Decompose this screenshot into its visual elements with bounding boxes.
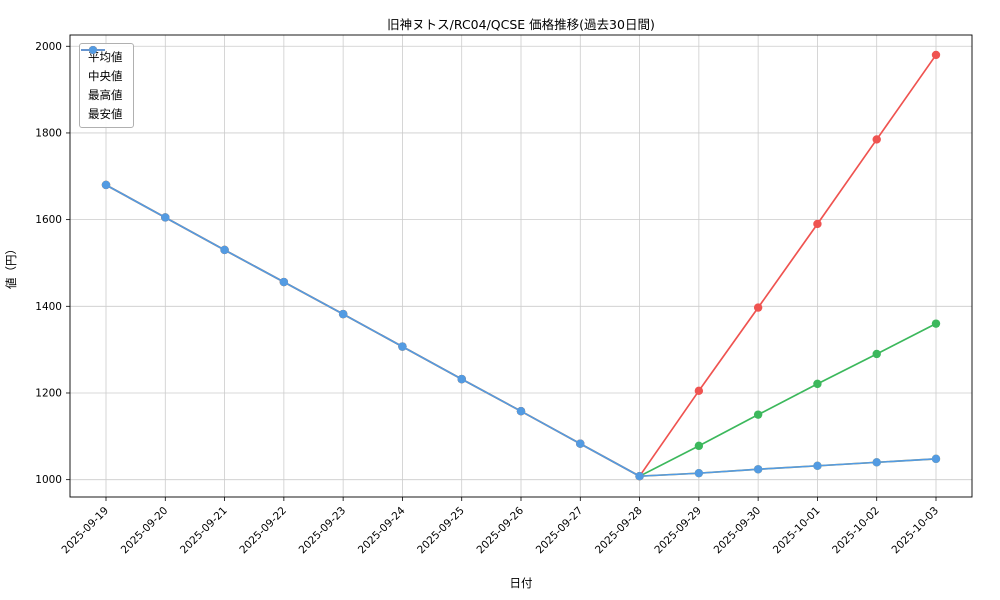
y-tick-label: 1800 (35, 127, 62, 139)
data-point (753, 410, 763, 419)
x-tick-label: 2025-09-30 (712, 505, 764, 557)
data-point (931, 319, 941, 328)
x-tick-label: 2025-10-01 (771, 505, 823, 557)
x-tick-label: 2025-10-02 (830, 505, 882, 557)
data-point (457, 374, 466, 384)
data-point (872, 458, 881, 467)
x-tick-label: 2025-09-19 (59, 505, 111, 557)
x-tick-label: 2025-09-24 (356, 504, 408, 556)
data-point (694, 441, 704, 451)
legend-label: 最高値 (88, 88, 123, 102)
x-tick-label: 2025-09-28 (593, 505, 645, 557)
data-point (872, 349, 881, 359)
x-tick-label: 2025-09-26 (474, 504, 526, 556)
data-point (753, 465, 763, 474)
x-tick-label: 2025-09-22 (237, 505, 289, 557)
y-tick-label: 1400 (35, 301, 62, 313)
y-tick-label: 1600 (35, 214, 62, 226)
data-point (753, 303, 763, 312)
x-tick-label: 2025-09-21 (178, 505, 230, 557)
data-point (220, 245, 229, 255)
x-tick-label: 2025-09-20 (119, 505, 171, 557)
legend-item: 最安値 (81, 46, 123, 122)
data-point (872, 135, 881, 144)
legend-item: 中央値 (81, 46, 123, 84)
data-point (279, 277, 289, 287)
y-tick-label: 2000 (35, 41, 62, 53)
data-point (813, 219, 822, 229)
data-point (813, 461, 822, 470)
data-point (931, 50, 941, 60)
chart-title: 旧神ヌトス/RC04/QCSE 価格推移(過去30日間) (387, 17, 655, 32)
data-point (694, 468, 704, 478)
data-point (931, 454, 941, 464)
legend-marker-icon (81, 46, 105, 54)
x-tick-label: 2025-09-27 (534, 505, 586, 557)
legend: 平均値中央値最高値最安値 (79, 43, 134, 128)
data-point (576, 439, 585, 448)
x-axis-label: 日付 (509, 576, 533, 590)
x-tick-label: 2025-09-25 (415, 505, 467, 557)
legend-label: 最安値 (88, 107, 123, 121)
data-point (516, 406, 526, 416)
x-tick-label: 2025-09-23 (297, 505, 349, 557)
x-tick-label: 2025-09-29 (652, 505, 704, 557)
data-point (694, 386, 704, 396)
legend-item: 最高値 (81, 46, 123, 103)
data-point (398, 342, 407, 351)
y-tick-label: 1200 (35, 387, 62, 399)
data-point (813, 379, 822, 389)
legend-label: 平均値 (88, 50, 123, 64)
data-point (635, 471, 644, 481)
x-tick-label: 2025-10-03 (889, 505, 941, 557)
data-point (161, 213, 170, 222)
y-tick-label: 1000 (35, 474, 62, 486)
legend-label: 中央値 (88, 69, 123, 83)
data-point (101, 180, 111, 190)
data-point (338, 309, 348, 319)
